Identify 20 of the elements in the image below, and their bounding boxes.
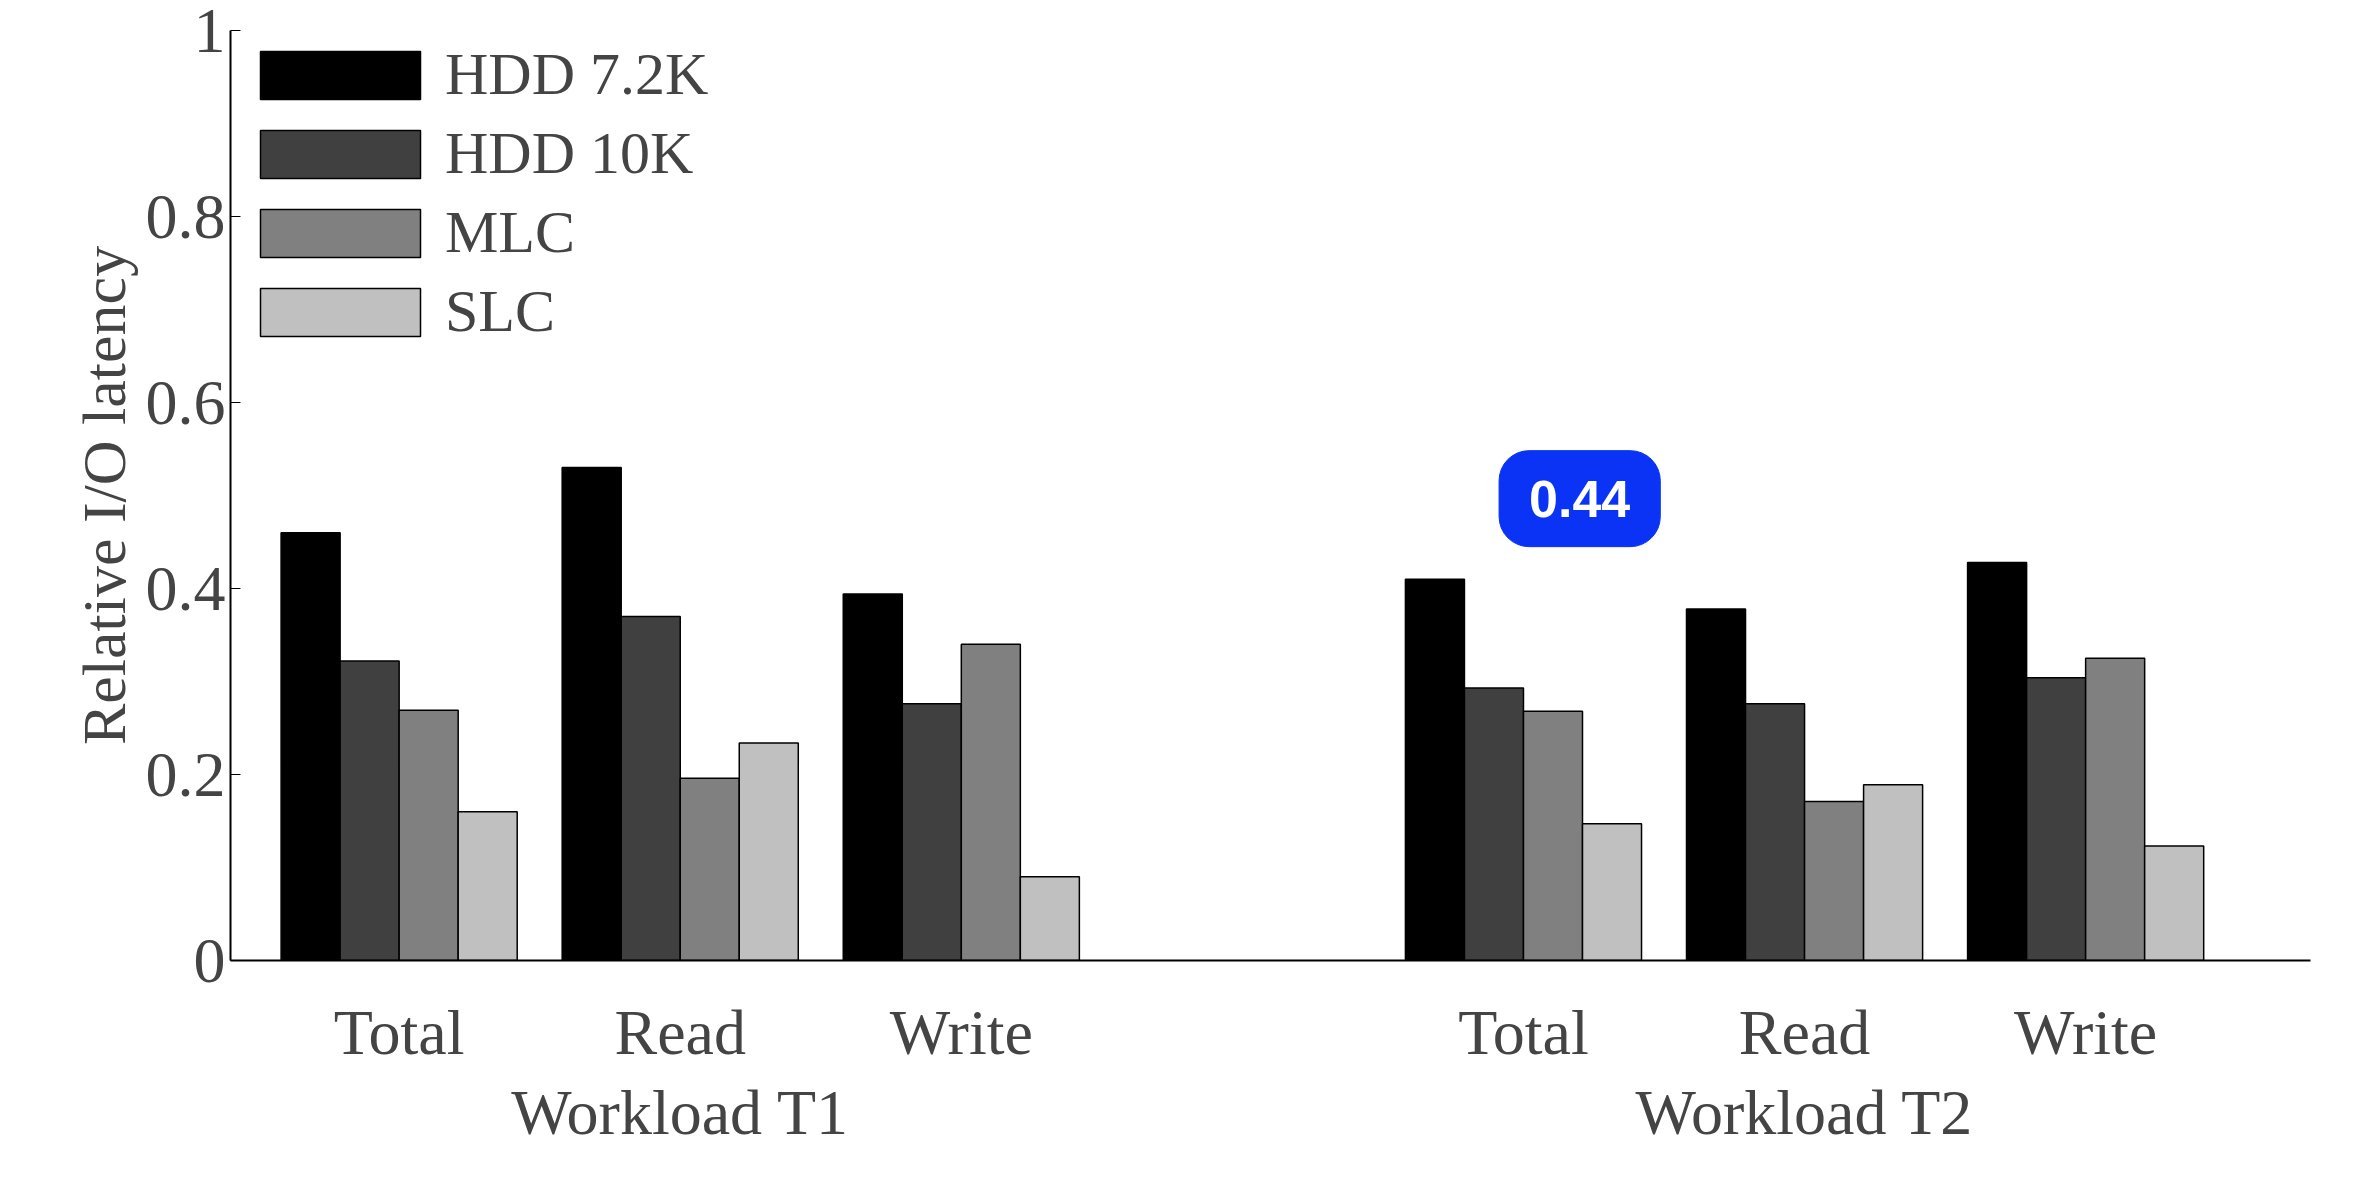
legend-label: MLC	[445, 198, 576, 267]
x-tick-label: Write	[889, 996, 1033, 1068]
y-tick-label: 0.4	[145, 552, 226, 624]
legend-label: SLC	[445, 277, 556, 346]
x-tick-label: Total	[1458, 996, 1589, 1068]
x-tick-label: Write	[2014, 996, 2158, 1068]
x-tick-label: Total	[333, 996, 465, 1068]
x-tick-label: Read	[1738, 996, 1871, 1068]
annotation: 0.44	[1529, 469, 1631, 528]
y-tick-label: 0.8	[145, 180, 226, 252]
legend-label: HDD 7.2K	[445, 40, 709, 109]
y-tick-label: 1	[193, 0, 226, 66]
y-tick-label: 0.2	[145, 738, 226, 810]
y-axis-title: Relative I/O latency	[69, 245, 138, 746]
x-tick-label: Read	[614, 996, 746, 1068]
text: Workload T2	[1635, 1076, 1973, 1148]
legend-label: HDD 10K	[445, 119, 694, 188]
y-tick-label: 0.6	[145, 366, 226, 438]
y-tick-label: 0	[193, 924, 226, 996]
text: Workload T1	[511, 1076, 849, 1148]
